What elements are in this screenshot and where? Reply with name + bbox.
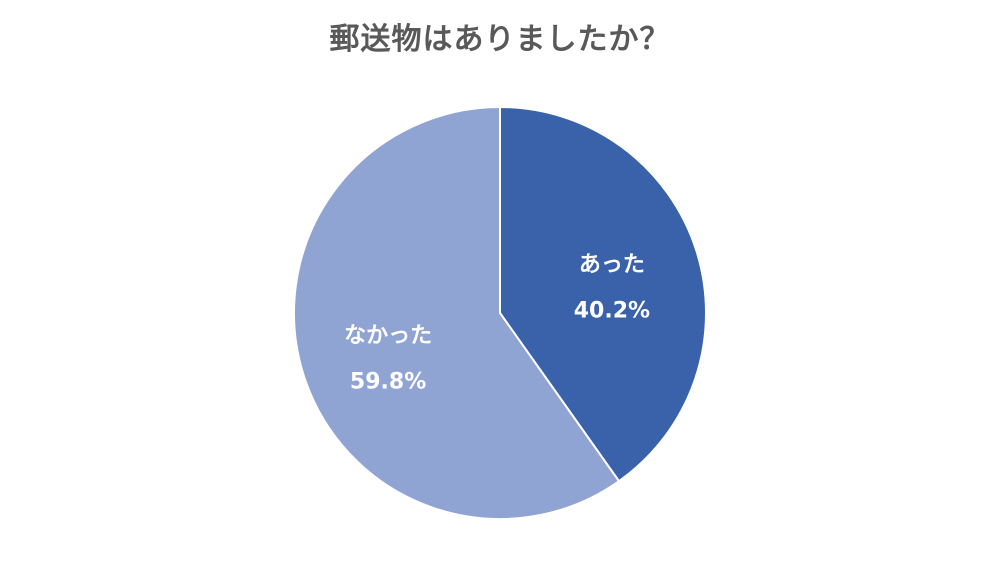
slice-label-2: なかった bbox=[344, 324, 432, 349]
chart-title: 郵送物はありましたか？ bbox=[329, 22, 671, 57]
slice-value-label-1: 40.2% bbox=[574, 298, 650, 323]
pie-slice-1 bbox=[499, 105, 707, 483]
slice-label-1: あった bbox=[579, 252, 645, 277]
pie-labels: あった 40.2% なかった 59.8% bbox=[344, 252, 650, 394]
slice-value-label-2: 59.8% bbox=[350, 370, 426, 395]
pie-slice-2 bbox=[293, 105, 621, 520]
pie-slices bbox=[293, 105, 707, 520]
